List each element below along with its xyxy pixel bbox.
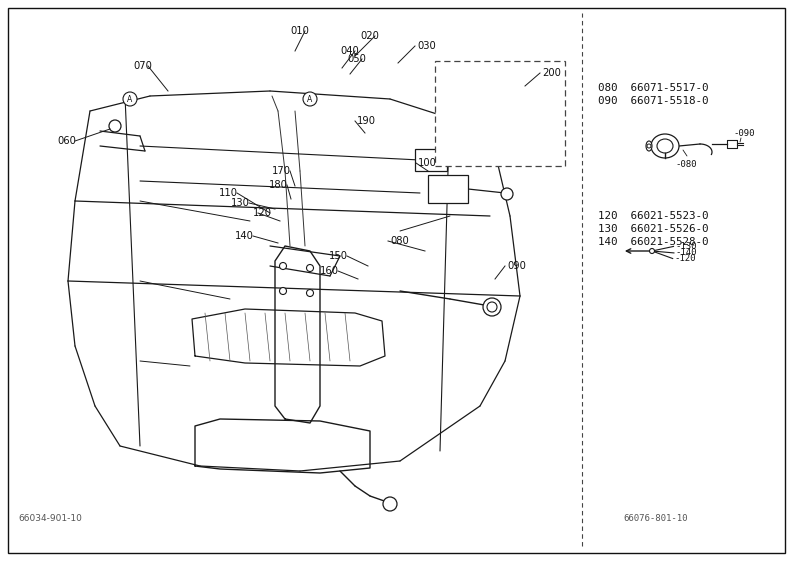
Text: 060: 060	[57, 136, 76, 146]
Text: -130: -130	[676, 242, 697, 251]
Circle shape	[483, 298, 501, 316]
Text: A: A	[308, 94, 312, 103]
Ellipse shape	[646, 141, 652, 151]
Text: 200: 200	[542, 68, 561, 78]
Text: 080: 080	[390, 236, 408, 246]
Text: -120: -120	[675, 254, 696, 263]
Circle shape	[303, 92, 317, 106]
Text: 090: 090	[507, 261, 526, 271]
Text: OPTION: OPTION	[526, 154, 563, 164]
Circle shape	[649, 249, 654, 254]
Circle shape	[501, 188, 513, 200]
Text: 120: 120	[253, 208, 272, 218]
Text: 66076-801-10: 66076-801-10	[623, 514, 688, 523]
Text: 020: 020	[360, 31, 379, 41]
Text: 130  66021-5526-0: 130 66021-5526-0	[598, 224, 708, 234]
Text: 080  66071-5517-0: 080 66071-5517-0	[598, 83, 708, 93]
Circle shape	[307, 289, 313, 297]
Bar	[435, 61, 565, 166]
Text: 66034-901-10: 66034-901-10	[18, 514, 82, 523]
Text: 040: 040	[340, 46, 358, 56]
Text: 170: 170	[272, 166, 291, 176]
Circle shape	[383, 497, 397, 511]
Ellipse shape	[651, 134, 679, 158]
Text: 120  66021-5523-0: 120 66021-5523-0	[598, 211, 708, 221]
Bar	[415, 149, 447, 171]
Text: A: A	[128, 94, 132, 103]
Text: 110: 110	[219, 188, 238, 198]
Text: 010: 010	[290, 26, 309, 36]
Text: -080: -080	[675, 160, 696, 169]
Circle shape	[109, 120, 121, 132]
Text: 030: 030	[417, 41, 435, 51]
Text: 180: 180	[269, 180, 288, 190]
Text: 050: 050	[347, 54, 366, 64]
Circle shape	[279, 263, 286, 269]
Circle shape	[480, 77, 494, 91]
Text: 190: 190	[357, 116, 376, 126]
Circle shape	[279, 287, 286, 295]
Circle shape	[307, 264, 313, 272]
Text: 100: 100	[418, 158, 437, 168]
Text: 140  66021-5528-0: 140 66021-5528-0	[598, 237, 708, 247]
Bar	[428, 175, 468, 203]
Ellipse shape	[657, 139, 673, 153]
Text: 090  66071-5518-0: 090 66071-5518-0	[598, 96, 708, 106]
Text: 070: 070	[133, 61, 152, 71]
Text: -140: -140	[676, 249, 697, 257]
Circle shape	[487, 302, 497, 312]
Text: -090: -090	[733, 129, 754, 138]
Text: 160: 160	[320, 266, 339, 276]
Text: 140: 140	[235, 231, 254, 241]
Circle shape	[647, 144, 651, 148]
Text: 130: 130	[231, 198, 250, 208]
Text: 150: 150	[329, 251, 348, 261]
Circle shape	[123, 92, 137, 106]
